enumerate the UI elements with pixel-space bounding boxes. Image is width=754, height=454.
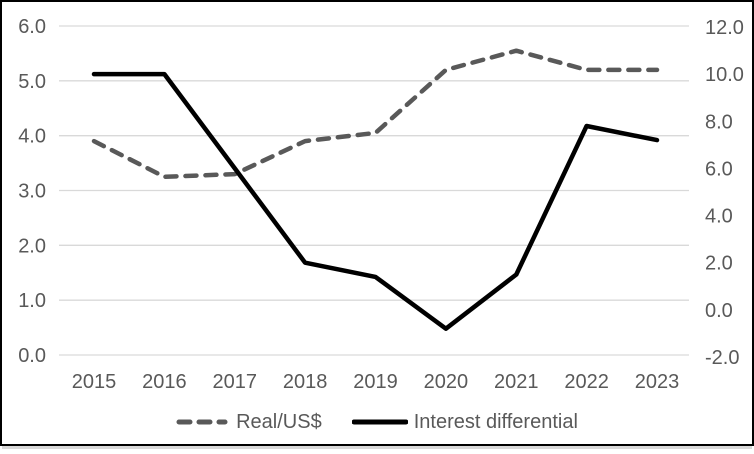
right-axis-tick-label: 8.0 — [705, 111, 733, 133]
left-axis-tick-label: 1.0 — [18, 290, 46, 312]
x-axis-tick-label: 2023 — [635, 371, 680, 393]
legend-item-real-usd: Real/US$ — [176, 412, 322, 432]
right-axis-tick-label: 0.0 — [705, 300, 733, 322]
x-axis-tick-label: 2020 — [424, 371, 469, 393]
right-axis-tick-label: -2.0 — [705, 347, 739, 369]
legend: Real/US$ Interest differential — [2, 406, 752, 438]
x-axis-tick-label: 2022 — [564, 371, 609, 393]
frame-shadow — [2, 446, 752, 449]
x-axis-tick-label: 2021 — [494, 371, 539, 393]
right-axis-tick-label: 2.0 — [705, 253, 733, 275]
right-axis-tick-label: 4.0 — [705, 206, 733, 228]
x-axis-tick-label: 2018 — [283, 371, 328, 393]
left-axis-tick-label: 4.0 — [18, 126, 46, 148]
left-axis-tick-label: 6.0 — [18, 16, 46, 38]
x-axis-tick-label: 2016 — [142, 371, 187, 393]
series-line-0 — [91, 48, 660, 180]
legend-item-interest-differential: Interest differential — [351, 411, 578, 433]
right-axis-tick-label: 12.0 — [705, 17, 744, 39]
dashed-line-icon — [176, 419, 228, 425]
line-chart: 6.0 5.0 4.0 3.0 2.0 1.0 0.0 12.0 10.0 8.0 6.0 4.0 2.… — [18, 16, 744, 393]
right-axis-tick-label: 10.0 — [705, 64, 744, 86]
right-axis-tick-label: 6.0 — [705, 158, 733, 180]
x-axis-tick-label: 2015 — [72, 371, 117, 393]
legend-label-real-usd: Real/US$ — [236, 411, 322, 433]
series-line-1 — [91, 71, 660, 331]
left-axis-tick-label: 5.0 — [18, 71, 46, 93]
solid-line-icon — [351, 419, 408, 425]
x-axis-tick-label: 2017 — [213, 371, 258, 393]
left-axis-tick-label: 2.0 — [18, 235, 46, 257]
legend-label-interest-differential: Interest differential — [413, 411, 578, 433]
left-axis-tick-label: 0.0 — [18, 345, 46, 367]
left-axis-tick-label: 3.0 — [18, 181, 46, 203]
x-axis-tick-label: 2019 — [353, 371, 398, 393]
